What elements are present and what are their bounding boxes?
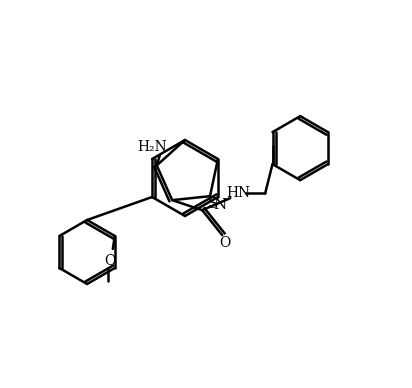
- Text: O: O: [104, 254, 115, 268]
- Text: N: N: [213, 198, 227, 212]
- Text: S: S: [208, 197, 218, 211]
- Text: HN: HN: [226, 186, 250, 200]
- Text: H₂N: H₂N: [137, 140, 166, 154]
- Text: O: O: [220, 236, 231, 250]
